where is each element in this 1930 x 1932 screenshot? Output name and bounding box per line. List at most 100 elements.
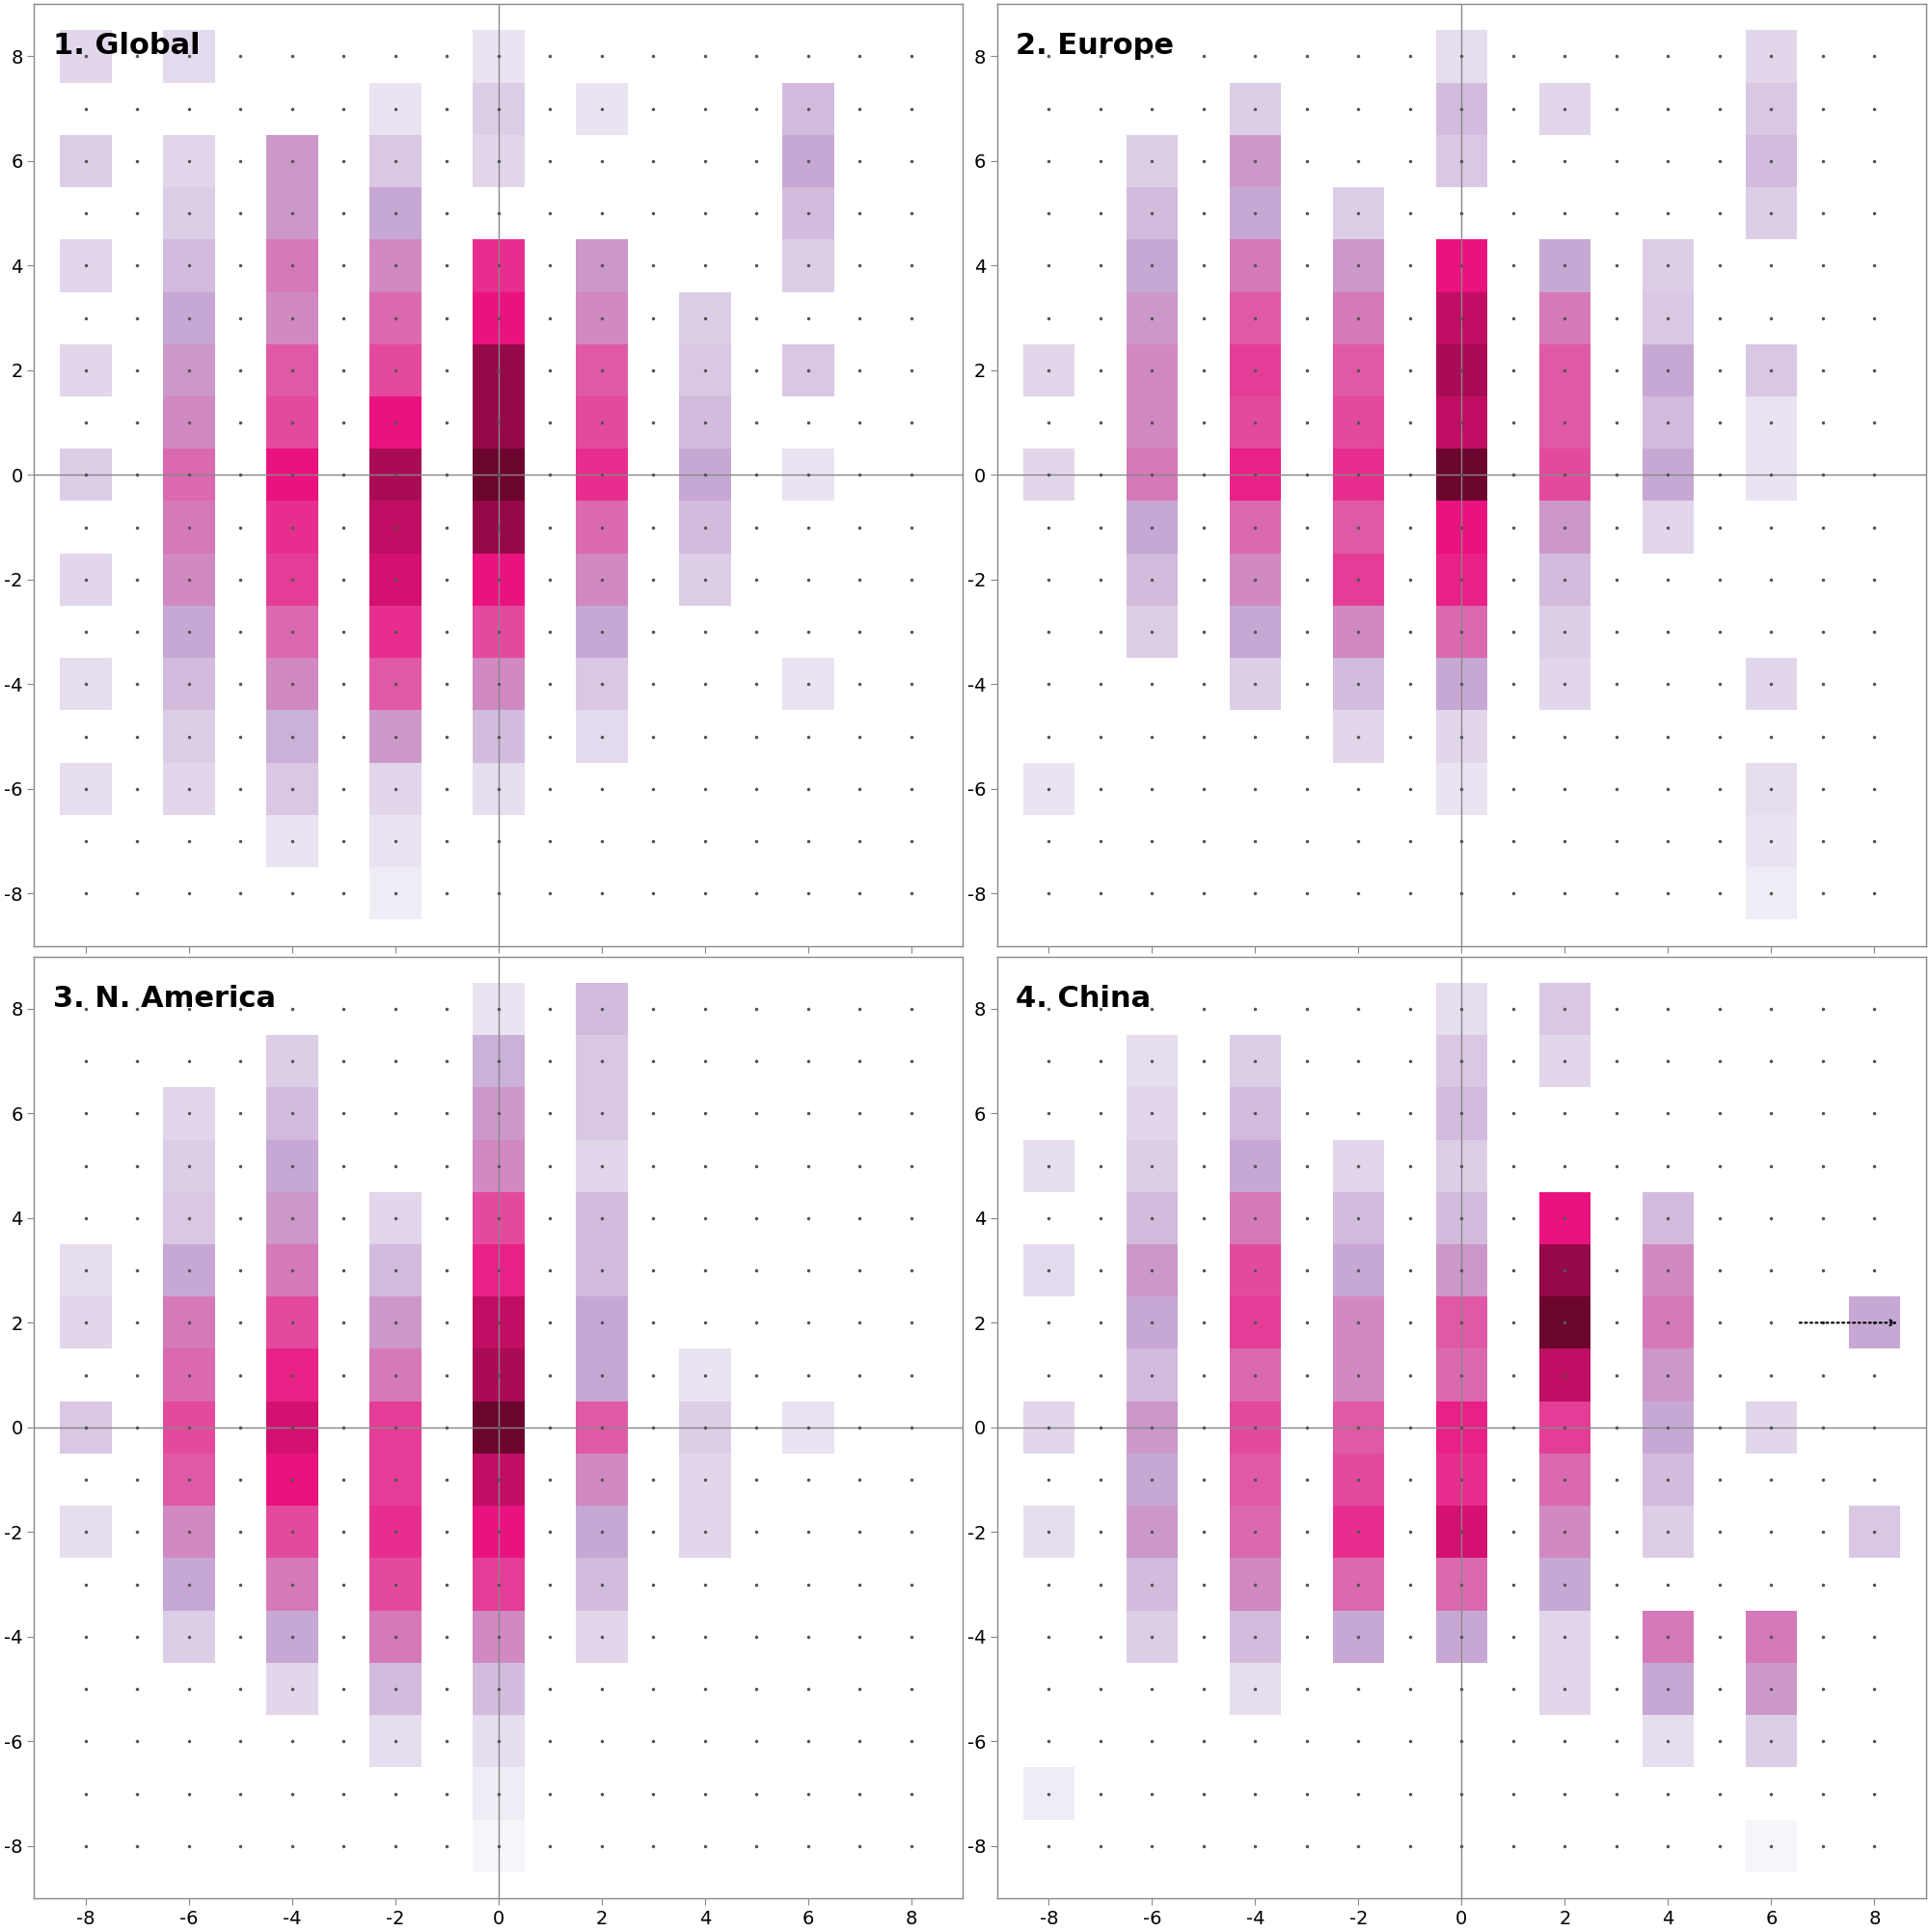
Bar: [473, 711, 525, 763]
Bar: [679, 1453, 731, 1505]
Bar: [60, 448, 112, 500]
Bar: [1436, 31, 1488, 83]
Bar: [575, 448, 627, 500]
Bar: [1332, 607, 1384, 659]
Bar: [266, 187, 318, 240]
Bar: [575, 607, 627, 659]
Bar: [679, 396, 731, 448]
Bar: [60, 31, 112, 83]
Bar: [1436, 344, 1488, 396]
Bar: [1436, 1192, 1488, 1244]
Bar: [266, 763, 318, 815]
Bar: [1436, 1088, 1488, 1140]
Bar: [575, 1611, 627, 1663]
Bar: [164, 1088, 214, 1140]
Bar: [266, 1453, 318, 1505]
Bar: [1538, 1559, 1590, 1611]
Bar: [1127, 1296, 1177, 1349]
Bar: [1332, 1244, 1384, 1296]
Bar: [473, 31, 525, 83]
Text: 4. China: 4. China: [1015, 985, 1150, 1012]
Bar: [473, 83, 525, 135]
Bar: [679, 292, 731, 344]
Bar: [1229, 1505, 1282, 1559]
Bar: [1127, 607, 1177, 659]
Bar: [164, 1244, 214, 1296]
Bar: [60, 1505, 112, 1559]
Bar: [473, 448, 525, 500]
Bar: [1538, 1036, 1590, 1088]
Bar: [1023, 344, 1075, 396]
Bar: [1229, 1140, 1282, 1192]
Bar: [473, 1349, 525, 1401]
Bar: [473, 553, 525, 607]
Bar: [575, 1088, 627, 1140]
Bar: [371, 1192, 421, 1244]
Bar: [1538, 292, 1590, 344]
Bar: [1127, 1559, 1177, 1611]
Bar: [1332, 711, 1384, 763]
Bar: [1745, 31, 1797, 83]
Bar: [1538, 1453, 1590, 1505]
Bar: [164, 292, 214, 344]
Bar: [164, 711, 214, 763]
Bar: [782, 659, 834, 711]
Bar: [60, 553, 112, 607]
Bar: [60, 1244, 112, 1296]
Bar: [679, 1401, 731, 1453]
Bar: [575, 1349, 627, 1401]
Bar: [473, 1453, 525, 1505]
Bar: [1023, 1244, 1075, 1296]
Bar: [1229, 187, 1282, 240]
Bar: [1332, 1505, 1384, 1559]
Bar: [371, 1244, 421, 1296]
Bar: [1642, 240, 1695, 292]
Bar: [575, 659, 627, 711]
Bar: [1127, 1244, 1177, 1296]
Bar: [575, 1192, 627, 1244]
Bar: [1436, 711, 1488, 763]
Bar: [1538, 1401, 1590, 1453]
Bar: [473, 292, 525, 344]
Bar: [266, 396, 318, 448]
Bar: [473, 1559, 525, 1611]
Bar: [1642, 1716, 1695, 1768]
Bar: [371, 553, 421, 607]
Bar: [1229, 1088, 1282, 1140]
Bar: [1023, 448, 1075, 500]
Bar: [371, 1611, 421, 1663]
Bar: [1127, 1036, 1177, 1088]
Bar: [371, 763, 421, 815]
Bar: [60, 135, 112, 187]
Bar: [1436, 1140, 1488, 1192]
Bar: [473, 983, 525, 1036]
Bar: [371, 1401, 421, 1453]
Bar: [473, 500, 525, 553]
Bar: [371, 815, 421, 867]
Bar: [1436, 135, 1488, 187]
Bar: [1127, 553, 1177, 607]
Bar: [679, 1349, 731, 1401]
Bar: [1538, 1663, 1590, 1716]
Bar: [782, 344, 834, 396]
Bar: [164, 553, 214, 607]
Bar: [473, 1401, 525, 1453]
Bar: [371, 500, 421, 553]
Bar: [60, 344, 112, 396]
Bar: [1023, 1401, 1075, 1453]
Bar: [679, 500, 731, 553]
Bar: [371, 867, 421, 920]
Bar: [164, 1611, 214, 1663]
Text: 3. N. America: 3. N. America: [52, 985, 276, 1012]
Bar: [1229, 1611, 1282, 1663]
Bar: [1436, 396, 1488, 448]
Bar: [164, 763, 214, 815]
Bar: [1538, 1296, 1590, 1349]
Bar: [1538, 659, 1590, 711]
Bar: [1745, 815, 1797, 867]
Bar: [1332, 1559, 1384, 1611]
Bar: [1642, 1663, 1695, 1716]
Bar: [60, 240, 112, 292]
Bar: [1229, 135, 1282, 187]
Bar: [473, 1088, 525, 1140]
